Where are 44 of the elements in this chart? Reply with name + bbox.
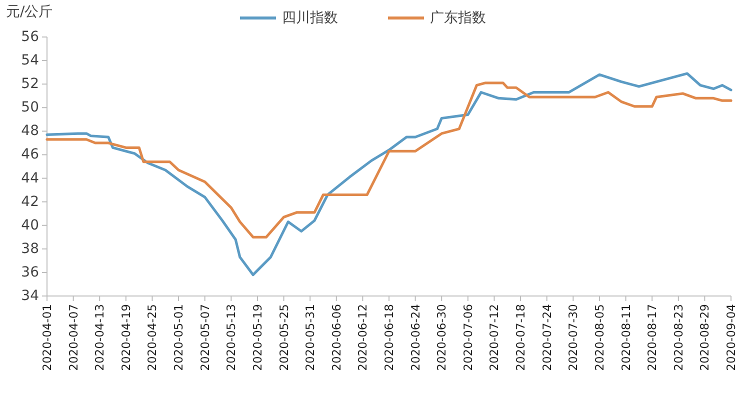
y-tick-label: 48 [21,123,39,140]
x-tick-label: 2020-07-18 [514,304,528,371]
x-tick-label: 2020-08-11 [618,304,633,371]
x-tick-label: 2020-04-25 [145,304,160,371]
y-tick-label: 54 [21,52,40,69]
x-tick-label: 2020-08-29 [698,304,712,371]
x-tick-label: 2020-09-04 [724,304,738,371]
x-tick-label: 2020-08-23 [671,304,686,371]
x-tick-label: 2020-07-06 [460,304,475,371]
x-tick-label: 2020-06-30 [434,304,449,371]
line-series [46,82,732,238]
x-tick-label: 2020-07-30 [566,304,580,371]
x-tick-label: 2020-05-01 [172,304,186,371]
x-tick-label: 2020-06-24 [408,304,422,371]
x-tick-label: 2020-06-18 [382,304,396,371]
legend-label: 广东指数 [430,10,486,26]
x-tick-label: 2020-04-13 [92,304,107,371]
legend-label: 四川指数 [282,10,338,26]
y-tick-label: 50 [21,100,39,116]
x-tick-label: 2020-04-19 [118,304,133,371]
y-tick-label: 46 [21,146,40,163]
y-tick-label: 52 [21,76,39,92]
x-tick-label: 2020-06-12 [356,304,370,371]
y-tick-label: 36 [21,264,40,280]
line-series [46,72,732,276]
x-tick-label: 2020-04-07 [66,304,80,371]
x-tick-label: 2020-08-05 [592,304,606,371]
x-tick-label: 2020-05-07 [198,304,212,371]
x-tick-label: 2020-05-13 [224,304,238,371]
y-tick-label: 56 [21,29,40,45]
x-tick-label: 2020-07-12 [487,304,502,371]
y-tick-label: 42 [21,194,39,210]
x-tick-label: 2020-07-24 [540,304,554,371]
x-tick-label: 2020-08-17 [645,304,660,371]
y-axis-title: 元/公斤 [6,4,53,20]
x-tick-label: 2020-06-06 [329,304,344,371]
y-tick-label: 38 [21,240,39,257]
y-tick-label: 44 [21,170,40,186]
y-tick-label: 34 [21,288,40,304]
x-tick-label: 2020-04-01 [40,304,54,371]
x-tick-label: 2020-05-31 [303,304,318,371]
x-tick-label: 2020-05-25 [276,304,291,371]
y-tick-label: 40 [21,217,39,234]
x-tick-label: 2020-05-19 [250,304,264,371]
